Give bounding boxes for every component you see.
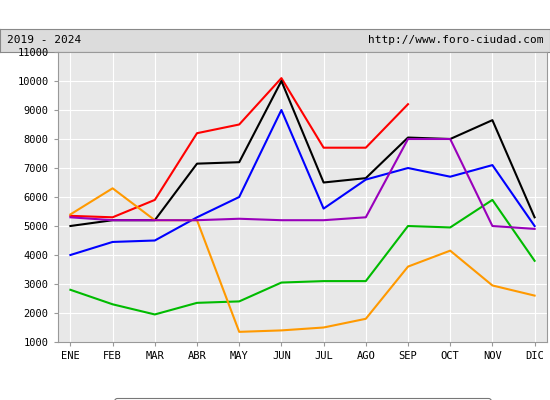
Text: 2019 - 2024: 2019 - 2024 bbox=[7, 35, 81, 45]
Text: http://www.foro-ciudad.com: http://www.foro-ciudad.com bbox=[368, 35, 543, 45]
Text: Evolucion Nº Turistas Extranjeros en el municipio de Jerez de la Frontera: Evolucion Nº Turistas Extranjeros en el … bbox=[0, 7, 550, 22]
Legend: 2024, 2023, 2022, 2021, 2020, 2019: 2024, 2023, 2022, 2021, 2020, 2019 bbox=[114, 398, 491, 400]
